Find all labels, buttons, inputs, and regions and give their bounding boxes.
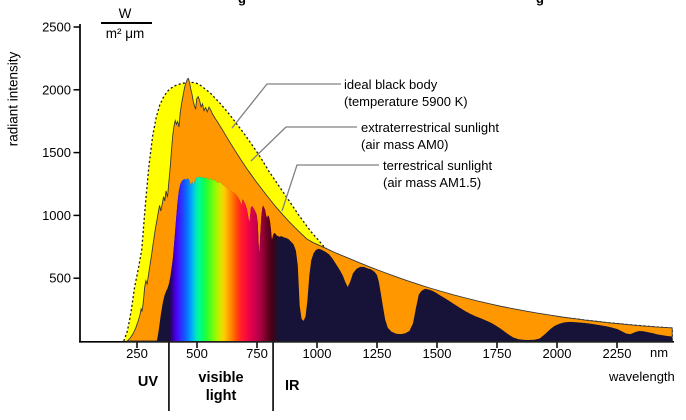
annotation-am15: terrestrical sunlight (air mass AM1.5) bbox=[383, 157, 492, 191]
uv-region-label: UV bbox=[137, 374, 159, 390]
x-tick-label: 750 bbox=[246, 346, 268, 361]
visible-region-label-line2: light bbox=[205, 388, 237, 404]
y-tick-label: 500 bbox=[49, 271, 71, 286]
am15-curve bbox=[156, 176, 673, 341]
x-tick-label: 1500 bbox=[423, 346, 452, 361]
x-tick-label: 2250 bbox=[603, 346, 632, 361]
y-tick-label: 2000 bbox=[42, 82, 71, 97]
visible-region-label-line1: visible bbox=[198, 370, 244, 386]
clipped-title-strip: gg bbox=[0, 0, 686, 6]
y-axis-unit-numerator: W bbox=[118, 6, 132, 21]
y-axis-title: radiant intensity bbox=[5, 51, 21, 147]
clipped-title-glyph: g bbox=[238, 0, 246, 6]
y-tick-label: 1500 bbox=[42, 145, 71, 160]
x-axis-title: wavelength bbox=[609, 369, 675, 384]
x-tick-label: 250 bbox=[126, 346, 148, 361]
x-axis-unit: nm bbox=[649, 345, 669, 360]
y-tick-label: 2500 bbox=[42, 20, 71, 35]
annotation-blackbody-line2: (temperature 5900 K) bbox=[344, 94, 468, 109]
annotation-blackbody: ideal black body (temperature 5900 K) bbox=[344, 76, 468, 110]
x-tick-label: 500 bbox=[186, 346, 208, 361]
annotation-am0: extraterrestrical sunlight (air mass AM0) bbox=[361, 119, 499, 153]
visible-region-label: visible light bbox=[198, 369, 243, 405]
x-tick-label: 2000 bbox=[543, 346, 572, 361]
x-tick-label: 1250 bbox=[363, 346, 392, 361]
x-tick-label: 1000 bbox=[303, 346, 332, 361]
y-axis-unit-fraction-bar bbox=[101, 22, 152, 24]
leader-line-am15 bbox=[281, 164, 379, 212]
leader-line-am0 bbox=[250, 126, 357, 162]
leader-line-blackbody bbox=[231, 83, 341, 129]
annotation-am0-line1: extraterrestrical sunlight bbox=[361, 120, 499, 135]
x-tick-label: 1750 bbox=[483, 346, 512, 361]
annotation-am15-line2: (air mass AM1.5) bbox=[383, 175, 482, 190]
annotation-am0-line2: (air mass AM0) bbox=[361, 137, 449, 152]
clipped-title-glyph: g bbox=[536, 0, 544, 6]
annotation-blackbody-line1: ideal black body bbox=[344, 77, 438, 92]
y-axis-unit-denominator: m² μm bbox=[105, 26, 145, 41]
y-tick-label: 1000 bbox=[42, 208, 71, 223]
annotation-am15-line1: terrestrical sunlight bbox=[383, 158, 493, 173]
ir-region-label: IR bbox=[285, 378, 300, 394]
